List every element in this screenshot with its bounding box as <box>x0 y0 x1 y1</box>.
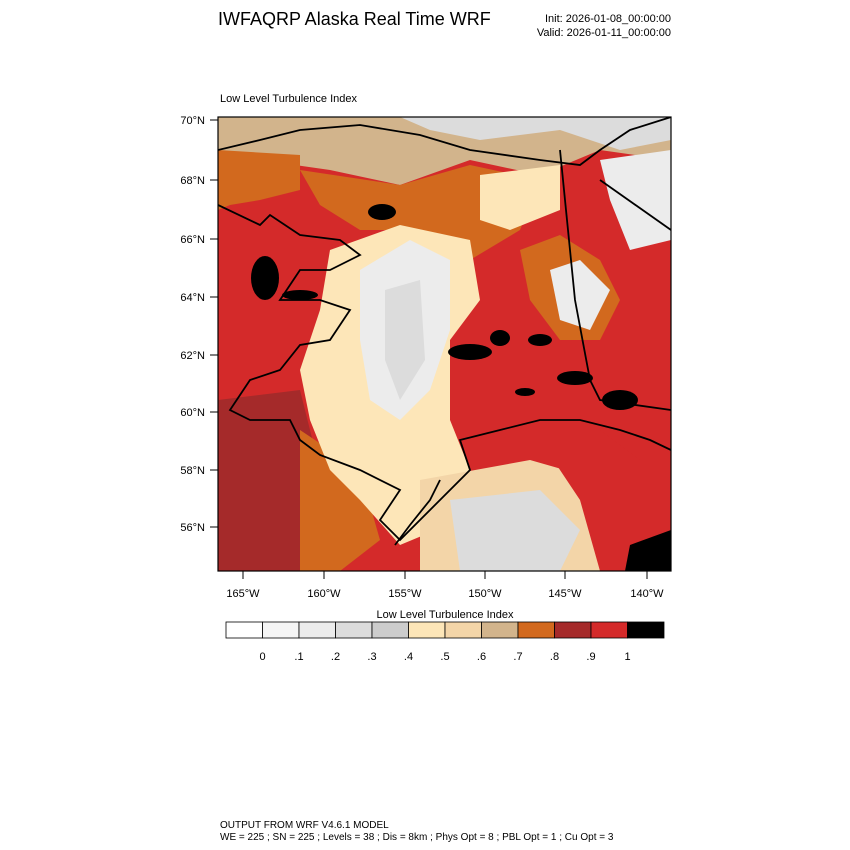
colorbar-box <box>335 621 373 639</box>
colorbar-label: .8 <box>550 651 559 663</box>
lon-label: 155°W <box>388 588 422 600</box>
lat-label: 70°N <box>180 115 205 127</box>
lon-label: 150°W <box>468 588 502 600</box>
lat-label: 66°N <box>180 234 205 246</box>
map-title: Low Level Turbulence Index <box>220 93 357 105</box>
colorbar-box <box>627 621 665 639</box>
init-time: Init: 2026-01-08_00:00:00 <box>545 13 671 25</box>
colorbar-label: .1 <box>294 651 303 663</box>
lat-label: 64°N <box>180 292 205 304</box>
lat-labels: 70°N 68°N 66°N 64°N 62°N 60°N 58°N 56°N <box>180 115 218 534</box>
colorbar-box <box>408 621 446 639</box>
colorbar-box <box>225 621 263 639</box>
colorbar-label: .9 <box>586 651 595 663</box>
colorbar-box <box>590 621 628 639</box>
lat-label: 68°N <box>180 175 205 187</box>
colorbar-box <box>554 621 592 639</box>
colorbar-box <box>444 621 482 639</box>
lat-label: 62°N <box>180 350 205 362</box>
colorbar-box <box>262 621 300 639</box>
colorbar-label: .4 <box>404 651 413 663</box>
title: IWFAQRP Alaska Real Time WRF <box>218 9 491 29</box>
colorbar-box <box>517 621 555 639</box>
lat-label: 56°N <box>180 522 205 534</box>
colorbar-box <box>481 621 519 639</box>
map-frame <box>217 116 672 572</box>
map-field <box>218 117 671 571</box>
colorbar-label: .5 <box>440 651 449 663</box>
colorbar: 0 .1 .2 .3 .4 .5 .6 .7 .8 .9 1 <box>225 621 665 663</box>
footer-line: OUTPUT FROM WRF V4.6.1 MODEL <box>220 820 389 831</box>
lat-label: 58°N <box>180 465 205 477</box>
lat-label: 60°N <box>180 407 205 419</box>
colorbar-label: .2 <box>331 651 340 663</box>
lon-labels: 165°W 160°W 155°W 150°W 145°W 140°W <box>226 571 664 600</box>
lon-label: 145°W <box>548 588 582 600</box>
footer-line: WE = 225 ; SN = 225 ; Levels = 38 ; Dis … <box>220 832 614 843</box>
lon-label: 165°W <box>226 588 260 600</box>
colorbar-label: .3 <box>367 651 376 663</box>
colorbar-label: 1 <box>624 651 630 663</box>
colorbar-label: 0 <box>259 651 265 663</box>
colorbar-title: Low Level Turbulence Index <box>377 609 514 621</box>
colorbar-label: .7 <box>513 651 522 663</box>
lon-label: 160°W <box>307 588 341 600</box>
lon-label: 140°W <box>630 588 664 600</box>
colorbar-box <box>371 621 409 639</box>
colorbar-box <box>298 621 336 639</box>
valid-time: Valid: 2026-01-11_00:00:00 <box>537 27 671 39</box>
colorbar-label: .6 <box>477 651 486 663</box>
